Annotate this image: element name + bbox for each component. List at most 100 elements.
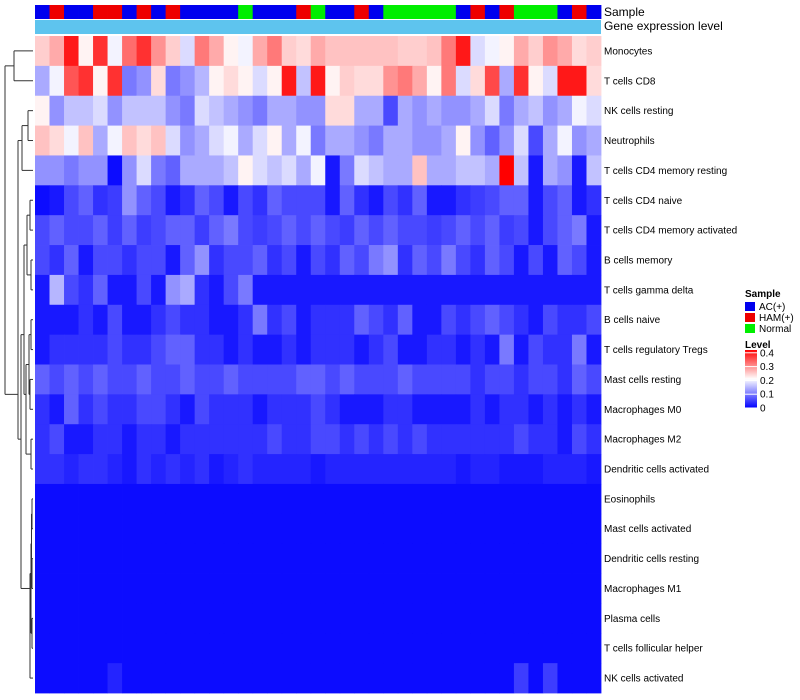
heatmap-cell: [339, 394, 355, 425]
heatmap-cell: [368, 65, 384, 97]
heatmap-cell: [78, 125, 94, 156]
heatmap-cell: [383, 454, 399, 485]
heatmap-cell: [64, 573, 79, 604]
heatmap-cell: [93, 364, 108, 395]
heatmap-cell: [64, 394, 79, 425]
heatmap-cell: [528, 603, 544, 634]
heatmap-cell: [252, 424, 268, 455]
heatmap-cell: [368, 334, 384, 365]
heatmap-cell: [252, 334, 268, 365]
heatmap-cell: [252, 513, 268, 545]
heatmap-cell: [499, 334, 515, 365]
heatmap-cell: [412, 245, 428, 276]
heatmap-cell: [209, 125, 225, 156]
heatmap-cell: [426, 185, 442, 216]
heatmap-cell: [49, 573, 65, 604]
heatmap-cell: [107, 663, 123, 694]
heatmap-cell: [470, 483, 486, 515]
heatmap-cell: [151, 95, 167, 126]
heatmap-cell: [441, 245, 457, 276]
heatmap-cell: [325, 454, 341, 485]
heatmap-cell: [354, 95, 370, 126]
heatmap-cell: [93, 95, 108, 126]
row-label: T cells CD8: [604, 76, 656, 87]
heatmap-cell: [513, 394, 529, 425]
heatmap-cell: [180, 424, 196, 455]
heatmap-cell: [180, 215, 196, 246]
heatmap-cell: [557, 274, 573, 306]
row-label: Dendritic cells resting: [604, 554, 699, 565]
heatmap-cell: [513, 454, 529, 485]
heatmap-cell: [426, 454, 442, 485]
heatmap-cell: [499, 543, 515, 574]
heatmap-cell: [513, 603, 529, 634]
heatmap-cell: [441, 65, 457, 97]
heatmap-cell: [194, 95, 210, 126]
heatmap-cell: [267, 155, 283, 186]
heatmap-cell: [354, 573, 370, 604]
heatmap-cell: [542, 394, 558, 425]
heatmap-cell: [107, 483, 123, 515]
heatmap-cell: [151, 394, 167, 425]
heatmap-cell: [571, 215, 587, 246]
heatmap-cell: [557, 334, 573, 365]
heatmap-cell: [528, 95, 544, 126]
heatmap-cell: [513, 36, 529, 67]
heatmap-cell: [165, 424, 181, 455]
heatmap-cell: [339, 95, 355, 126]
heatmap-cell: [78, 155, 94, 186]
heatmap-cell: [180, 36, 196, 67]
heatmap-cell: [484, 304, 500, 336]
heatmap-cell: [513, 215, 529, 246]
heatmap-cell: [528, 663, 544, 694]
heatmap-cell: [412, 573, 428, 604]
heatmap-cell: [194, 274, 210, 306]
heatmap-cell: [252, 573, 268, 604]
heatmap-cell: [310, 334, 326, 365]
heatmap-cell: [339, 245, 355, 276]
heatmap-cell: [513, 633, 529, 664]
heatmap-cell: [35, 364, 50, 395]
heatmap-cell: [180, 95, 196, 126]
heatmap-cell: [136, 633, 152, 664]
heatmap-cell: [397, 543, 413, 574]
heatmap-cell: [528, 36, 544, 67]
heatmap-cell: [368, 215, 384, 246]
heatmap-cell: [571, 483, 587, 515]
heatmap-cell: [49, 454, 65, 485]
heatmap-cell: [397, 304, 413, 336]
heatmap-cell: [528, 364, 544, 395]
heatmap-cell: [339, 155, 355, 186]
heatmap-cell: [122, 424, 137, 455]
heatmap-cell: [513, 573, 529, 604]
heatmap-cell: [310, 573, 326, 604]
heatmap-cell: [397, 36, 413, 67]
heatmap-cell: [252, 543, 268, 574]
heatmap-cell: [325, 245, 341, 276]
heatmap-cell: [542, 95, 558, 126]
heatmap-cell: [441, 573, 457, 604]
heatmap-cell: [93, 36, 108, 67]
heatmap-cell: [339, 633, 355, 664]
heatmap-cell: [180, 185, 196, 216]
sample-annotation-cell: [528, 5, 544, 19]
heatmap-cell: [310, 95, 326, 126]
heatmap-cell: [107, 274, 123, 306]
heatmap-cell: [441, 334, 457, 365]
heatmap-cell: [151, 633, 167, 664]
heatmap-cell: [165, 394, 181, 425]
heatmap-cell: [194, 424, 210, 455]
heatmap-cell: [412, 155, 428, 186]
heatmap-cell: [412, 215, 428, 246]
heatmap-cell: [93, 185, 108, 216]
heatmap-cell: [339, 543, 355, 574]
heatmap-cell: [151, 36, 167, 67]
heatmap-cell: [586, 125, 602, 156]
heatmap-cell: [397, 633, 413, 664]
heatmap-cell: [397, 215, 413, 246]
legend-label-ham: HAM(+): [759, 313, 794, 324]
heatmap-cell: [78, 65, 94, 97]
row-dendrogram: [4, 50, 33, 679]
heatmap-cell: [383, 304, 399, 336]
heatmap-cell: [310, 364, 326, 395]
